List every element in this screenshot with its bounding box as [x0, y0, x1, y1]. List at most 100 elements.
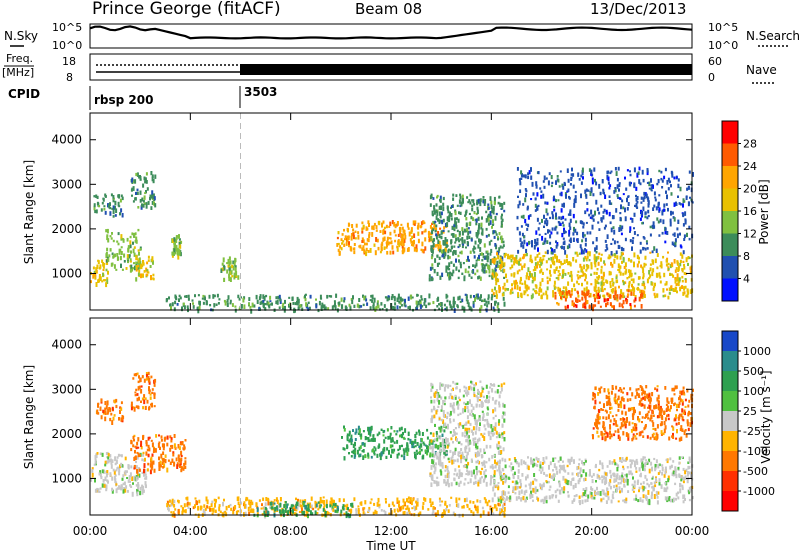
- range-gate-cell: [677, 496, 680, 500]
- range-gate-cell: [447, 384, 450, 389]
- range-gate-cell: [197, 505, 200, 511]
- range-gate-cell: [367, 437, 370, 442]
- range-gate-cell: [262, 497, 265, 501]
- range-gate-cell: [461, 408, 464, 414]
- range-gate-cell: [105, 452, 108, 456]
- range-gate-cell: [397, 293, 400, 299]
- range-gate-cell: [543, 175, 546, 181]
- range-gate-cell: [600, 265, 603, 269]
- range-gate-cell: [546, 212, 549, 216]
- range-gate-cell: [533, 272, 536, 277]
- range-gate-cell: [483, 478, 486, 482]
- range-gate-cell: [616, 467, 619, 472]
- range-gate-cell: [379, 456, 382, 461]
- range-gate-cell: [591, 479, 594, 484]
- range-gate-cell: [590, 494, 593, 499]
- range-gate-cell: [484, 474, 487, 478]
- range-gate-cell: [574, 195, 577, 200]
- range-gate-cell: [677, 491, 679, 495]
- range-gate-cell: [442, 249, 445, 252]
- range-gate-cell: [322, 304, 325, 308]
- range-gate-cell: [548, 229, 551, 233]
- range-gate-cell: [228, 267, 231, 270]
- range-gate-cell: [120, 263, 122, 268]
- range-gate-cell: [572, 173, 575, 177]
- range-gate-cell: [466, 241, 469, 246]
- range-gate-cell: [416, 501, 419, 507]
- range-gate-cell: [470, 470, 473, 474]
- range-gate-cell: [586, 291, 589, 297]
- range-gate-cell: [529, 493, 532, 497]
- range-gate-cell: [399, 229, 402, 235]
- range-gate-cell: [502, 293, 504, 297]
- range-gate-cell: [222, 257, 225, 263]
- range-gate-cell: [490, 424, 493, 429]
- range-gate-cell: [646, 278, 649, 284]
- range-gate-cell: [551, 211, 554, 215]
- range-gate-cell: [116, 456, 119, 459]
- range-gate-cell: [243, 512, 245, 517]
- range-gate-cell: [664, 240, 667, 244]
- range-gate-cell: [668, 291, 671, 295]
- range-gate-cell: [341, 242, 343, 245]
- range-gate-cell: [592, 193, 595, 197]
- range-gate-cell: [627, 202, 630, 206]
- range-gate-cell: [492, 219, 494, 223]
- range-gate-cell: [109, 248, 112, 252]
- range-gate-cell: [478, 460, 481, 465]
- range-gate-cell: [481, 386, 484, 390]
- range-gate-cell: [616, 240, 619, 244]
- range-gate-cell: [567, 178, 570, 183]
- range-gate-cell: [393, 296, 396, 302]
- range-gate-cell: [335, 293, 338, 298]
- range-gate-cell: [513, 457, 516, 460]
- range-gate-cell: [616, 279, 619, 283]
- range-gate-cell: [473, 251, 476, 254]
- range-gate-cell: [430, 503, 433, 508]
- range-gate-cell: [473, 245, 476, 249]
- range-gate-cell: [198, 300, 201, 305]
- range-gate-cell: [378, 503, 381, 507]
- range-gate-cell: [476, 293, 479, 298]
- range-gate-cell: [102, 268, 105, 271]
- range-gate-cell: [584, 477, 587, 481]
- range-gate-cell: [441, 464, 444, 469]
- range-gate-cell: [525, 248, 528, 253]
- range-gate-cell: [100, 208, 103, 212]
- range-gate-cell: [581, 249, 584, 254]
- range-gate-cell: [248, 302, 250, 306]
- range-gate-cell: [602, 276, 605, 281]
- range-gate-cell: [447, 474, 450, 479]
- range-gate-cell: [588, 168, 591, 172]
- range-gate-cell: [137, 485, 140, 490]
- range-gate-cell: [441, 438, 444, 443]
- range-gate-cell: [426, 436, 429, 440]
- range-gate-cell: [485, 481, 488, 487]
- range-gate-cell: [389, 250, 392, 255]
- range-gate-cell: [413, 451, 416, 454]
- range-gate-cell: [115, 488, 118, 494]
- range-gate-cell: [366, 302, 369, 306]
- range-gate-cell: [674, 269, 677, 273]
- range-gate-cell: [609, 303, 612, 307]
- range-gate-cell: [138, 175, 141, 179]
- range-gate-cell: [296, 300, 298, 305]
- range-gate-cell: [150, 375, 153, 379]
- range-gate-cell: [498, 259, 501, 263]
- colorbar-tick-label: 12: [743, 228, 757, 241]
- range-gate-cell: [414, 454, 417, 460]
- range-gate-cell: [427, 445, 430, 450]
- range-gate-cell: [633, 484, 636, 488]
- range-gate-cell: [658, 482, 661, 486]
- range-gate-cell: [449, 275, 451, 279]
- range-gate-cell: [537, 171, 540, 175]
- range-gate-cell: [623, 499, 626, 504]
- range-gate-cell: [421, 241, 424, 247]
- range-gate-cell: [443, 303, 446, 307]
- range-gate-cell: [598, 252, 601, 256]
- range-gate-cell: [614, 286, 617, 291]
- range-gate-cell: [320, 306, 323, 311]
- range-gate-cell: [636, 172, 639, 178]
- range-gate-cell: [565, 286, 568, 292]
- range-gate-cell: [261, 513, 264, 516]
